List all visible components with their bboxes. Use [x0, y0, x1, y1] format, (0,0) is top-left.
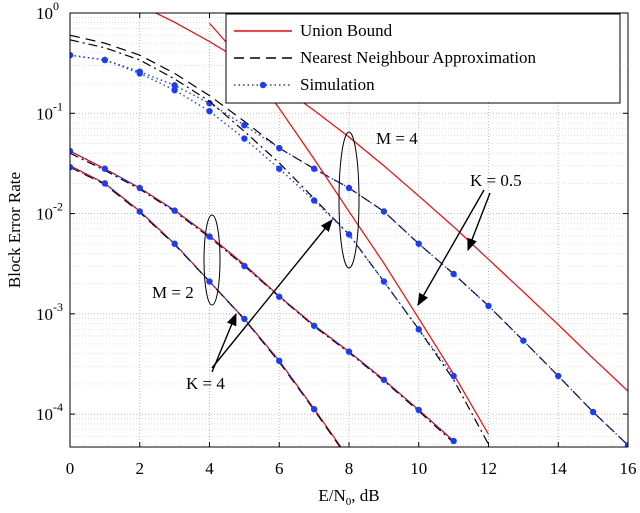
annotation: M = 2	[152, 283, 194, 302]
x-tick-label: 2	[136, 459, 145, 478]
data-point	[206, 100, 213, 107]
data-point	[450, 270, 457, 278]
annotation: K = 0.5	[470, 171, 522, 190]
plot-area	[70, 13, 628, 447]
data-point	[555, 372, 562, 380]
y-tick-exponent: -3	[53, 300, 63, 314]
x-tick-label: 4	[205, 459, 214, 478]
y-tick-base: 10	[36, 104, 53, 123]
legend-label: Simulation	[300, 75, 375, 94]
y-tick-exponent: 0	[53, 0, 59, 13]
ellipse	[338, 131, 360, 269]
series-line	[70, 150, 455, 442]
y-tick-label: 10-3	[36, 300, 63, 324]
data-point	[310, 197, 318, 204]
data-point	[241, 135, 248, 142]
data-point	[415, 406, 422, 414]
data-point	[415, 326, 422, 333]
data-point	[589, 408, 597, 416]
data-point	[380, 376, 388, 383]
data-point	[241, 262, 248, 270]
data-point	[241, 315, 248, 323]
data-point	[276, 165, 283, 172]
x-tick-label: 8	[345, 459, 354, 478]
arrow	[211, 219, 333, 369]
data-point	[380, 208, 388, 215]
data-point	[276, 144, 283, 152]
data-point	[101, 56, 109, 64]
data-point	[345, 348, 353, 355]
data-point	[450, 437, 457, 445]
data-point	[171, 207, 178, 214]
annotation-shapes	[203, 131, 491, 373]
data-point	[136, 70, 143, 77]
data-point	[310, 165, 318, 172]
data-point	[101, 180, 109, 187]
data-point	[136, 208, 143, 215]
x-tick-label: 0	[66, 459, 75, 478]
data-point	[450, 372, 457, 380]
series-line	[70, 152, 455, 444]
data-point	[241, 122, 248, 129]
data-point	[485, 302, 492, 310]
data-point	[624, 441, 628, 447]
x-axis-label-suffix: , dB	[351, 486, 379, 505]
data-point	[310, 322, 318, 329]
y-tick-exponent: -2	[53, 199, 63, 213]
data-point	[171, 82, 178, 89]
y-tick-base: 10	[36, 305, 53, 324]
data-point	[206, 107, 213, 115]
data-point	[171, 240, 178, 247]
y-tick-base: 10	[36, 4, 53, 23]
legend: Union Bound Nearest Neighbour Approximati…	[225, 13, 621, 104]
y-tick-base: 10	[36, 204, 53, 223]
y-tick-label: 100	[36, 0, 59, 23]
x-tick-label: 12	[480, 459, 497, 478]
y-tick-exponent: -1	[53, 99, 63, 113]
x-axis-label: E/N0, dB	[318, 486, 379, 508]
data-point	[345, 231, 353, 238]
data-point	[345, 184, 353, 192]
arrow	[417, 189, 485, 307]
y-tick-base: 10	[36, 405, 53, 424]
y-tick-exponent: -4	[53, 400, 63, 414]
legend-label: Nearest Neighbour Approximation	[300, 48, 537, 67]
ellipse	[203, 214, 221, 306]
data-point	[310, 405, 318, 413]
x-tick-label: 10	[410, 459, 427, 478]
data-point	[136, 184, 143, 192]
series-line	[70, 166, 315, 410]
legend-marker	[259, 81, 267, 89]
x-axis-label-subscript: 0	[346, 496, 352, 508]
y-axis-label: Block Error Rate	[5, 172, 24, 288]
data-point	[70, 147, 74, 155]
data-point	[415, 240, 422, 247]
data-point	[380, 278, 388, 285]
data-point	[276, 293, 283, 300]
data-point	[206, 233, 213, 240]
data-point	[101, 165, 109, 172]
x-tick-label: 14	[550, 459, 568, 478]
data-point	[70, 163, 74, 171]
y-tick-label: 10-4	[36, 400, 63, 424]
annotation: M = 4	[376, 129, 418, 148]
y-tick-label: 10-2	[36, 199, 63, 223]
x-tick-label: 6	[275, 459, 284, 478]
arrow	[467, 192, 491, 252]
data-point	[171, 86, 178, 94]
y-tick-label: 10-1	[36, 99, 63, 123]
data-point	[520, 337, 527, 344]
x-tick-label: 16	[620, 459, 637, 478]
data-point	[206, 278, 213, 285]
series-line	[154, 13, 628, 392]
x-axis-label-text: E/N	[318, 486, 345, 505]
legend-label: Union Bound	[300, 21, 393, 40]
data-point	[276, 357, 283, 365]
data-point	[70, 51, 74, 59]
annotation: K = 4	[186, 374, 225, 393]
